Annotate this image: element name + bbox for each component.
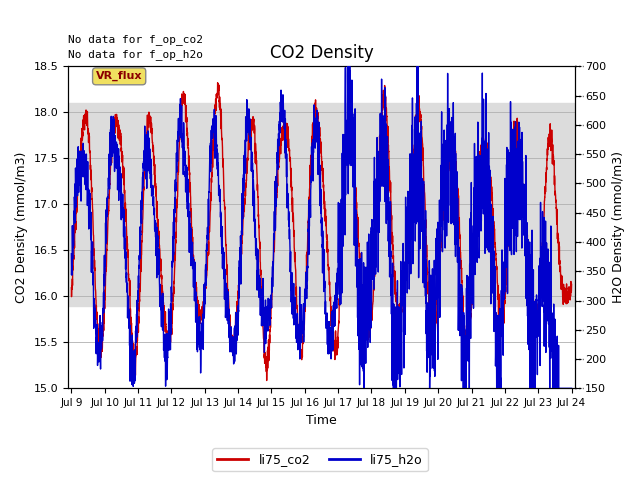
Y-axis label: CO2 Density (mmol/m3): CO2 Density (mmol/m3)	[15, 152, 28, 303]
Legend: li75_co2, li75_h2o: li75_co2, li75_h2o	[212, 448, 428, 471]
Y-axis label: H2O Density (mmol/m3): H2O Density (mmol/m3)	[612, 151, 625, 303]
Text: No data for f_op_co2: No data for f_op_co2	[68, 34, 203, 45]
Title: CO2 Density: CO2 Density	[269, 44, 373, 62]
X-axis label: Time: Time	[306, 414, 337, 427]
Text: VR_flux: VR_flux	[96, 71, 143, 82]
Text: No data for f_op_h2o: No data for f_op_h2o	[68, 48, 203, 60]
Bar	[68, 103, 575, 306]
